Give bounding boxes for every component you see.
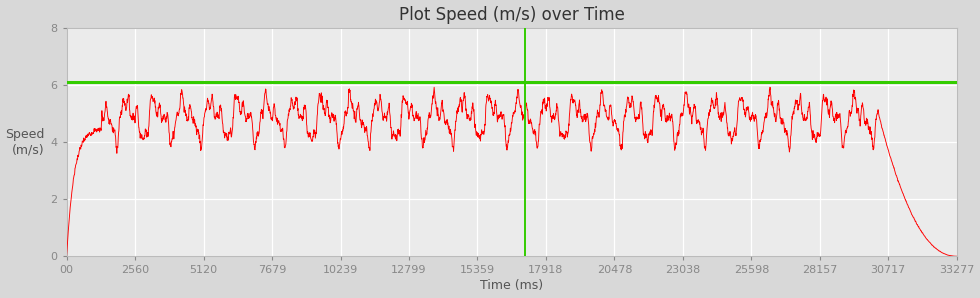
Y-axis label: Speed
(m/s): Speed (m/s) (6, 128, 45, 156)
Title: Plot Speed (m/s) over Time: Plot Speed (m/s) over Time (399, 6, 624, 24)
X-axis label: Time (ms): Time (ms) (480, 280, 543, 292)
